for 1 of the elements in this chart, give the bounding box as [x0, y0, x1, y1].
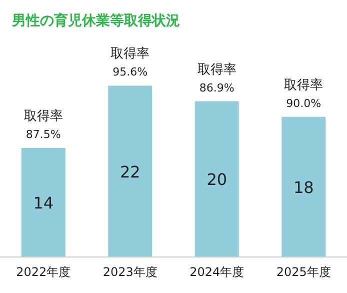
title: 男性の育児休業等取得状況 — [12, 13, 180, 29]
